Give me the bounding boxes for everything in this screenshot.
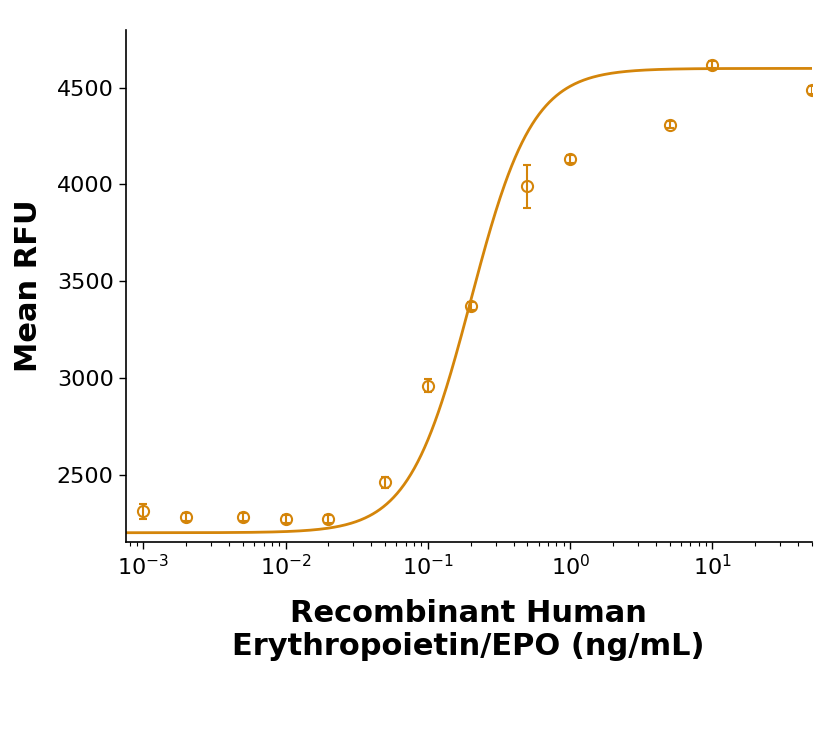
X-axis label: Recombinant Human
Erythropoietin/EPO (ng/mL): Recombinant Human Erythropoietin/EPO (ng… — [232, 599, 704, 661]
Y-axis label: Mean RFU: Mean RFU — [14, 200, 43, 372]
